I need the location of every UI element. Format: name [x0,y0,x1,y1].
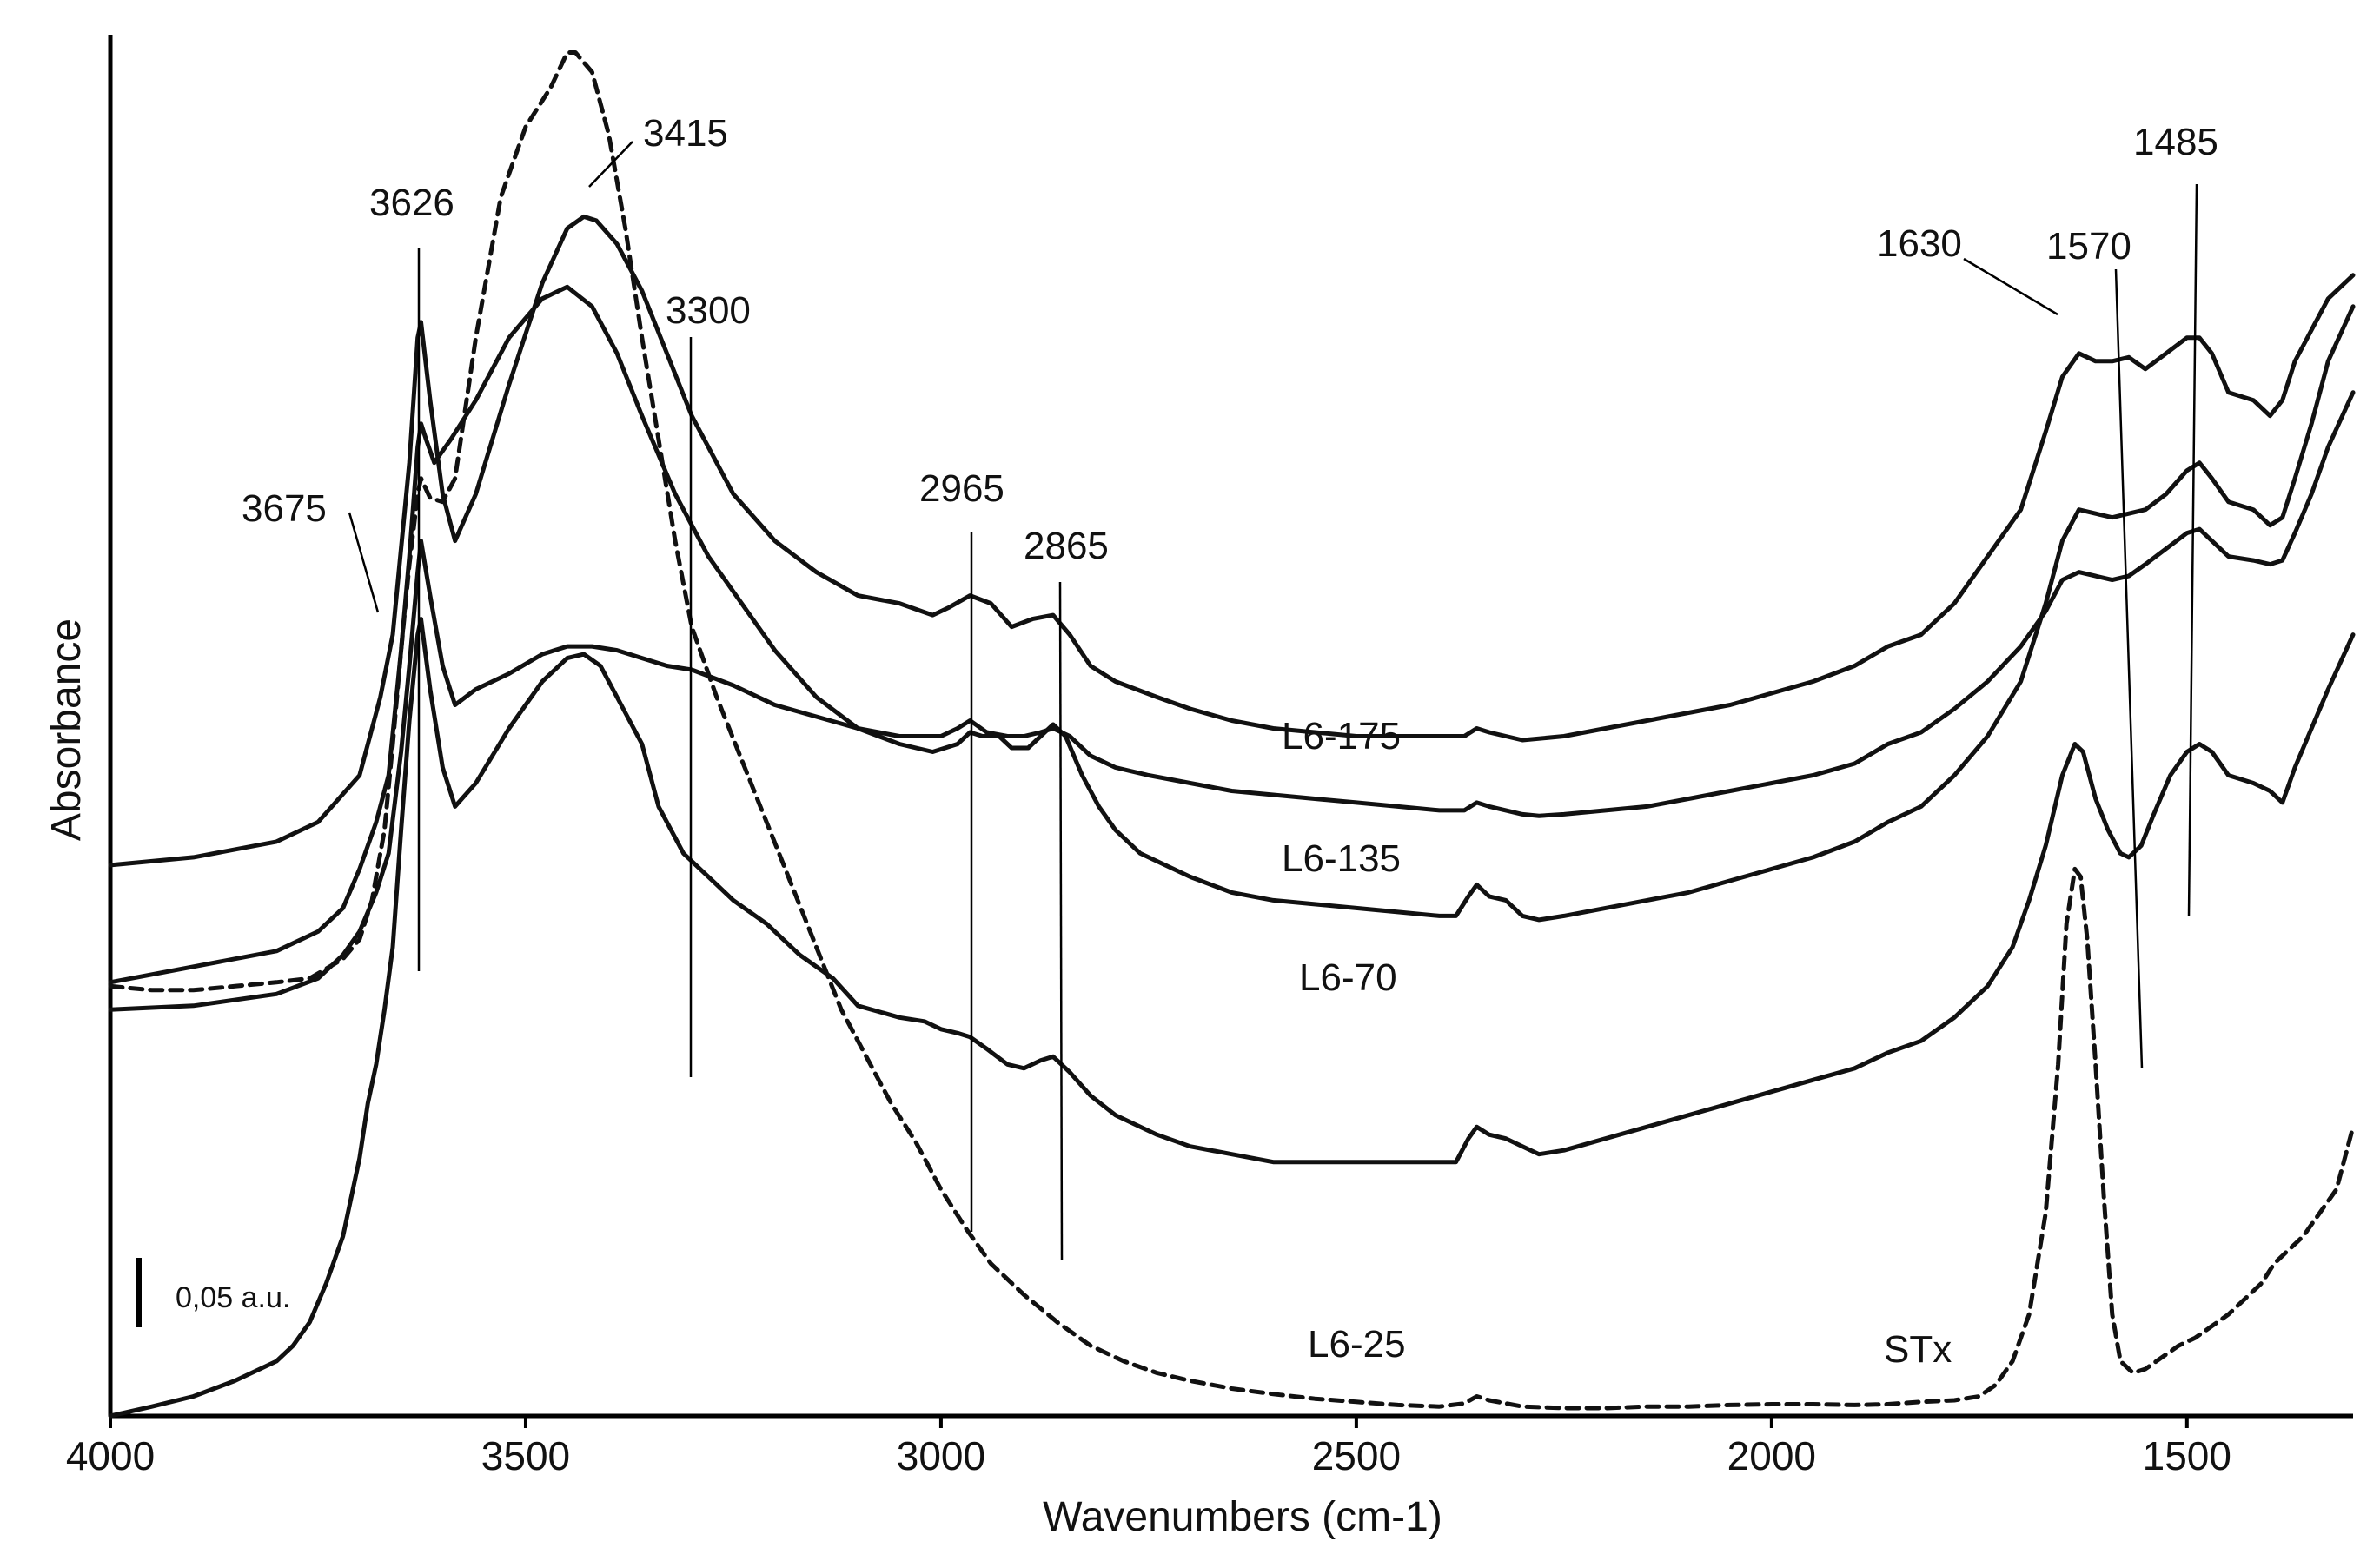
annotation-line-1485 [2187,183,2198,917]
y-axis-title: Absorbance [43,618,89,841]
annotation-line-1570 [2114,268,2144,1069]
series-labels: L6-175 L6-135 L6-70 L6-25 STx [1282,715,1952,1371]
axes [108,35,2353,1419]
x-tick-label: 3000 [897,1433,985,1478]
x-ticks: 4000 3500 3000 2500 2000 1500 [66,1416,2231,1478]
peak-annotations: 3675 3626 3415 3300 2965 2865 1630 1570 1485 [242,112,2218,1260]
series-label-l6-25: L6-25 [1308,1323,1406,1366]
annotation-line-3675 [348,512,380,613]
annotation-line-2865 [1058,581,1064,1260]
annotation-line-3415 [588,141,633,188]
series-curves [108,50,2356,1419]
annotation-label-2865: 2865 [1024,525,1109,567]
annotation-label-3415: 3415 [643,112,728,155]
series-l6-25-line [108,617,2356,1419]
series-l6-70-line [108,390,2356,1012]
scale-bar: 0,05 a.u. [136,1258,290,1327]
annotation-label-2965: 2965 [919,467,1004,510]
series-label-l6-175: L6-175 [1282,715,1401,757]
series-label-stx: STx [1884,1328,1952,1371]
scale-bar-label: 0,05 a.u. [176,1281,290,1314]
x-tick-label: 2000 [1727,1433,1816,1478]
x-tick-label: 2500 [1312,1433,1401,1478]
annotation-label-3300: 3300 [666,289,751,332]
series-label-l6-135: L6-135 [1282,837,1401,880]
annotation-label-1570: 1570 [2046,225,2131,268]
x-tick-label: 3500 [481,1433,570,1478]
annotation-label-3675: 3675 [242,487,327,530]
annotation-label-1485: 1485 [2133,121,2218,163]
series-stx-line [108,50,2356,1411]
x-tick-label: 4000 [66,1433,155,1478]
x-tick-label: 1500 [2143,1433,2231,1478]
series-label-l6-70: L6-70 [1299,956,1397,999]
annotation-label-3626: 3626 [369,182,454,224]
annotation-label-1630: 1630 [1877,222,1962,265]
x-axis-title: Wavenumbers (cm-1) [1043,1494,1442,1540]
series-l6-175-line [108,214,2356,868]
annotation-line-1630 [1963,257,2058,316]
series-l6-135-line [108,284,2356,985]
